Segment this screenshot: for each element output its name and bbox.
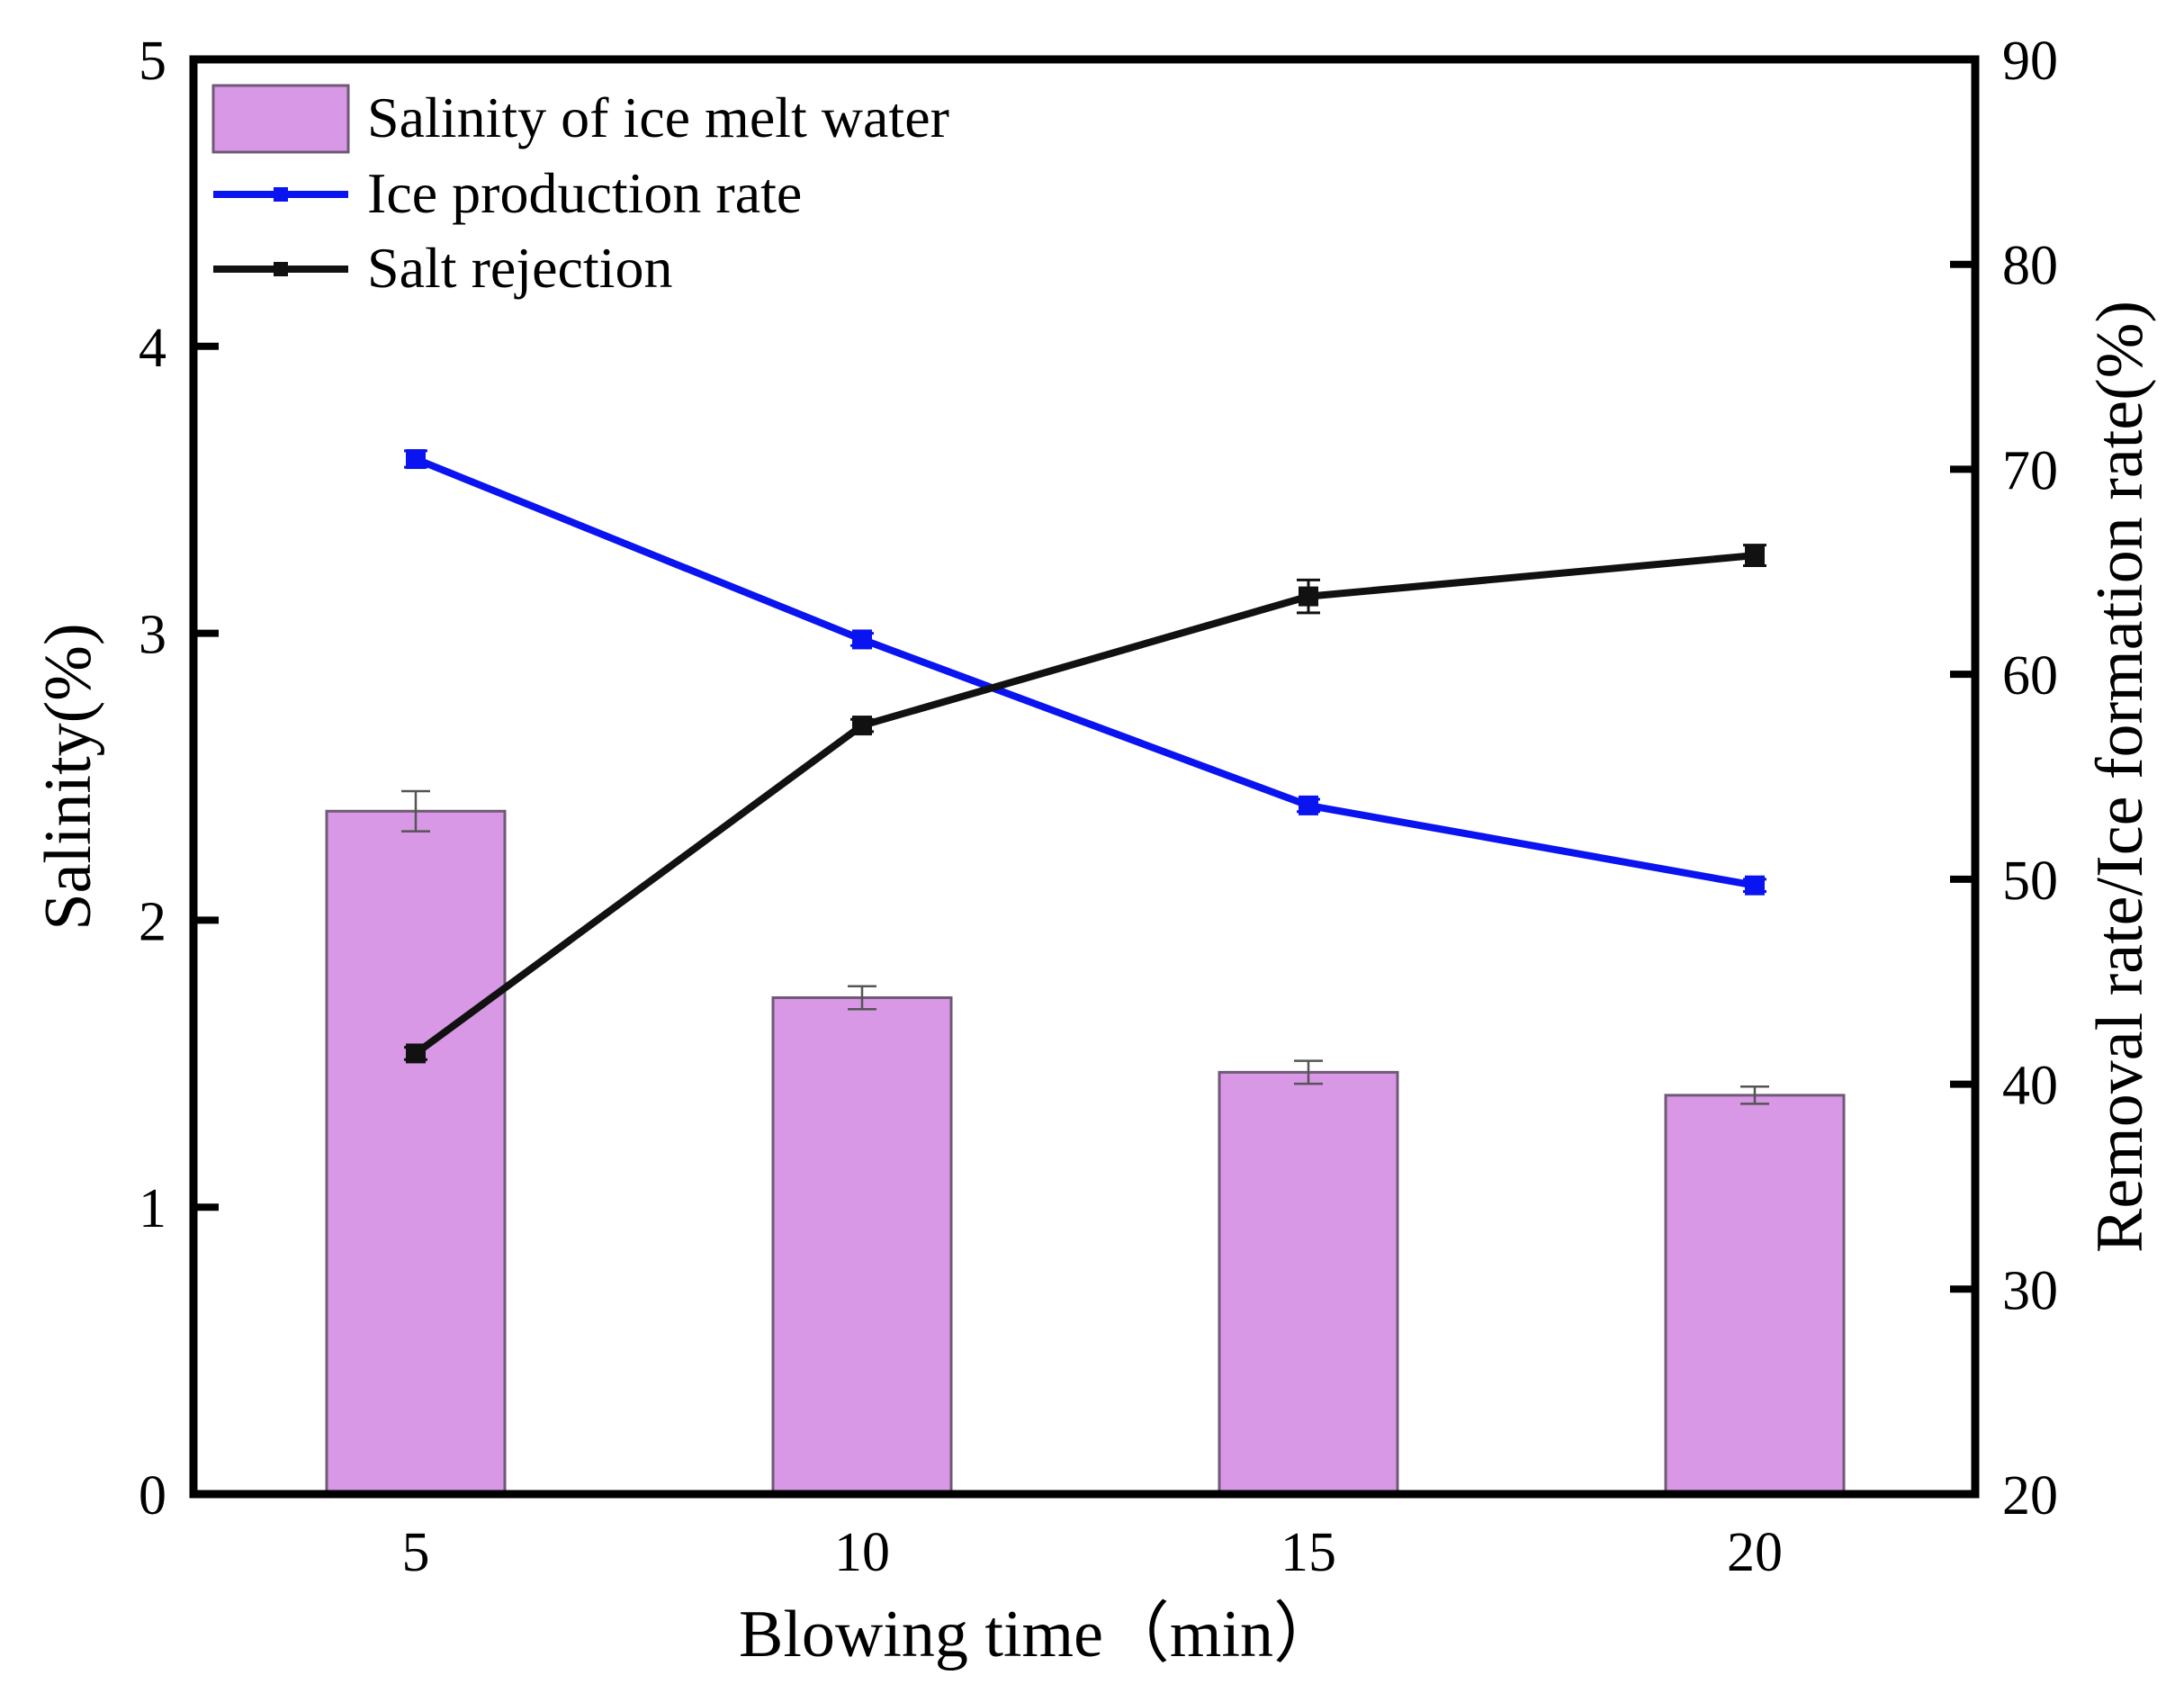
y-tick-label-right-60: 60 [2002,645,2058,707]
bar-salinity-20 [1664,1094,1846,1496]
y-tick-label-right-90: 90 [2002,31,2058,92]
y-tick-label-left-0: 0 [139,1465,166,1526]
bar-salinity-15 [1218,1070,1399,1496]
point-ice-production-15 [1299,795,1318,815]
point-salt-rejection-10 [852,716,872,736]
bar-salinity-5 [325,809,507,1496]
x-tick-label-15: 15 [1281,1522,1336,1583]
plot-frame [189,55,1980,1499]
point-salt-rejection-15 [1299,586,1318,607]
legend-label-salinity: Salinity of ice melt water [367,86,949,149]
point-salt-rejection-5 [406,1043,426,1064]
y-tick-label-right-40: 40 [2002,1056,2058,1117]
y-tick-label-right-70: 70 [2002,440,2058,501]
y-axis-title-left: Salinity(%) [31,623,105,930]
x-tick-label-10: 10 [834,1522,890,1583]
line-salt-rejection [413,552,1756,1057]
y-tick-label-right-80: 80 [2002,236,2058,297]
legend-label-ice-production: Ice production rate [367,161,802,225]
y-tick-label-left-1: 1 [139,1178,166,1239]
y-tick-label-right-30: 30 [2002,1260,2058,1321]
x-tick-label-5: 5 [402,1522,430,1583]
bar-salinity-10 [771,995,953,1496]
point-ice-production-20 [1745,875,1765,896]
y-tick-label-left-4: 4 [139,318,166,379]
y-tick-label-left-5: 5 [139,31,166,92]
line-ice-production [414,455,1756,889]
y-tick-label-left-2: 2 [139,891,166,952]
point-salt-rejection-20 [1745,545,1765,566]
legend-swatch-bar [211,84,350,154]
x-axis-title: Blowing time（min） [739,1598,1340,1671]
legend-marker-ice-production [274,187,288,202]
lines-layer [404,449,1766,1064]
y-tick-label-right-20: 20 [2002,1465,2058,1526]
legend: Salinity of ice melt water Ice productio… [211,84,949,300]
bars-layer [325,789,1846,1496]
x-tick-label-20: 20 [1727,1522,1783,1583]
point-ice-production-10 [852,629,872,650]
ticks-layer: 0 1 2 3 4 5 20 30 40 50 60 70 80 90 5 10 15 20 [139,31,2058,1583]
y-axis-title-right: Removal rate/Ice formation rate(%) [2083,301,2157,1253]
y-tick-label-right-50: 50 [2002,851,2058,912]
legend-label-salt-rejection: Salt rejection [367,236,672,300]
y-tick-label-left-3: 3 [139,605,166,666]
point-ice-production-5 [406,449,426,470]
legend-marker-salt-rejection [274,262,288,276]
